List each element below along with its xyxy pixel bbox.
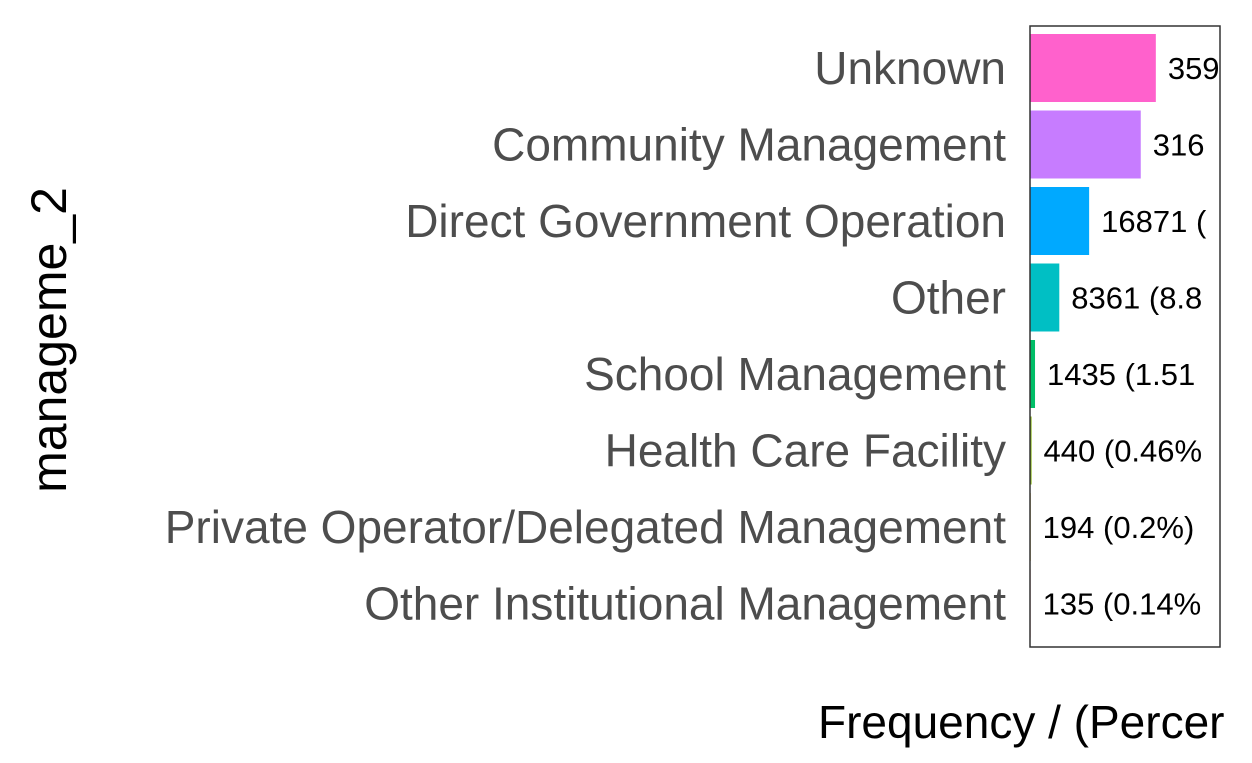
value-label: 440 (0.46% (1044, 434, 1203, 469)
value-label: 316 (1153, 128, 1205, 163)
bar (1030, 263, 1060, 332)
category-label: Unknown (814, 42, 1006, 94)
value-label: 1435 (1.51 (1047, 357, 1195, 392)
category-label: Other (891, 272, 1006, 324)
category-label: Private Operator/Delegated Management (165, 501, 1006, 553)
bar (1030, 416, 1032, 485)
category-labels: Unknown Community Management Direct Govern… (165, 42, 1006, 630)
plot-panel-border (1029, 25, 1221, 648)
bar (1030, 34, 1156, 102)
value-label: 359 (1168, 51, 1220, 86)
value-label: 16871 ( (1101, 204, 1207, 239)
value-label: 8361 (8.8 (1071, 281, 1202, 316)
bar (1030, 110, 1141, 179)
bars (1030, 34, 1156, 638)
x-axis-title: Frequency / (Percer (818, 696, 1224, 748)
category-label: Community Management (492, 119, 1006, 171)
value-label: 194 (0.2%) (1043, 510, 1195, 545)
category-label: Health Care Facility (605, 425, 1006, 477)
bar (1030, 187, 1090, 255)
category-label: School Management (584, 348, 1006, 400)
category-label: Other Institutional Management (364, 578, 1006, 630)
value-label: 135 (0.14% (1043, 587, 1202, 622)
y-axis-title: manageme_2 (21, 187, 77, 493)
bar (1030, 340, 1036, 408)
category-label: Direct Government Operation (405, 195, 1006, 247)
value-labels: 359 316 16871 ( 8361 (8.8 1435 (1.51 440 (0.4… (1043, 51, 1220, 622)
